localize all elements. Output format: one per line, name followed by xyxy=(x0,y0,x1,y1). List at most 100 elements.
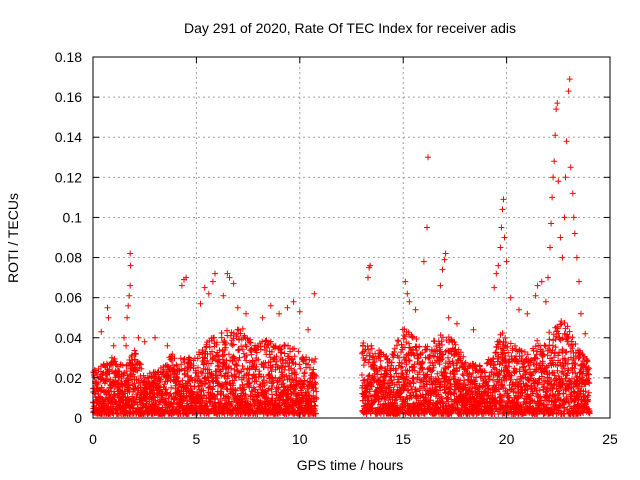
data-point xyxy=(295,348,302,355)
data-point xyxy=(311,290,318,297)
data-point xyxy=(178,282,185,289)
data-point xyxy=(296,308,303,315)
data-point xyxy=(220,292,227,299)
data-point xyxy=(212,395,219,402)
data-point xyxy=(181,371,188,378)
data-point xyxy=(230,280,237,287)
data-point xyxy=(220,392,227,398)
data-point xyxy=(115,377,122,384)
data-point xyxy=(195,373,202,380)
data-point xyxy=(297,365,304,372)
y-tick-label: 0.02 xyxy=(55,370,82,386)
data-point xyxy=(203,341,210,348)
data-point xyxy=(259,314,266,321)
data-point xyxy=(445,354,451,361)
data-point xyxy=(552,344,559,351)
data-point xyxy=(186,378,193,385)
data-point xyxy=(503,258,510,265)
data-point xyxy=(127,282,134,289)
data-point xyxy=(108,354,115,361)
data-point xyxy=(501,234,508,241)
data-point xyxy=(137,384,144,391)
data-point xyxy=(395,338,402,345)
data-point xyxy=(138,365,145,372)
data-point xyxy=(205,290,212,297)
y-tick-label: 0.12 xyxy=(55,169,82,185)
data-point xyxy=(186,354,192,361)
data-point xyxy=(95,379,102,386)
data-point xyxy=(197,300,204,307)
data-point xyxy=(185,410,192,417)
data-point xyxy=(179,377,186,384)
data-point xyxy=(218,372,225,379)
data-point xyxy=(175,378,182,385)
grid xyxy=(93,57,610,418)
data-point xyxy=(439,266,446,273)
x-tick-label: 0 xyxy=(89,431,97,447)
data-point xyxy=(550,342,556,349)
data-point xyxy=(228,340,235,347)
data-point xyxy=(490,377,497,384)
data-point xyxy=(305,326,312,333)
data-point xyxy=(221,351,228,358)
data-point xyxy=(169,351,176,358)
data-point xyxy=(104,304,111,311)
data-point xyxy=(168,384,175,391)
data-point xyxy=(470,326,477,333)
data-point xyxy=(563,138,570,145)
y-tick-label: 0.16 xyxy=(55,89,82,105)
data-point xyxy=(383,353,390,359)
data-point xyxy=(194,355,201,362)
data-point xyxy=(169,403,176,410)
data-point xyxy=(174,375,181,382)
data-point xyxy=(178,361,185,368)
y-tick-label: 0 xyxy=(74,410,82,426)
data-point xyxy=(516,306,522,313)
data-point xyxy=(556,349,563,356)
x-tick-labels: 0 5 10 15 20 25 xyxy=(89,431,618,447)
data-point xyxy=(212,270,218,277)
x-axis-label: GPS time / hours xyxy=(297,457,404,473)
data-point xyxy=(127,262,134,269)
y-tick-label: 0.1 xyxy=(63,209,83,225)
data-point xyxy=(493,270,500,277)
data-point xyxy=(495,262,502,269)
data-point xyxy=(553,106,560,113)
data-point xyxy=(442,250,449,257)
data-point xyxy=(301,369,308,376)
data-point xyxy=(178,366,185,373)
data-point xyxy=(209,386,216,393)
data-point xyxy=(368,342,375,349)
y-tick-label: 0.18 xyxy=(55,49,82,65)
data-point xyxy=(124,314,131,321)
data-point xyxy=(542,298,549,305)
data-point xyxy=(122,390,129,397)
data-point xyxy=(228,372,235,379)
data-points xyxy=(90,76,593,417)
x-tick-label: 15 xyxy=(395,431,411,447)
data-point xyxy=(296,361,303,368)
data-point xyxy=(570,214,577,221)
data-point xyxy=(208,360,214,367)
data-point xyxy=(141,338,148,345)
data-point xyxy=(291,345,298,352)
data-point xyxy=(404,290,411,297)
data-point xyxy=(491,284,498,291)
data-point xyxy=(441,256,448,263)
data-point xyxy=(127,250,134,257)
data-point xyxy=(576,278,582,285)
data-point xyxy=(454,320,460,327)
data-point xyxy=(116,368,123,375)
data-point xyxy=(566,76,573,83)
data-point xyxy=(498,224,505,231)
data-point xyxy=(571,230,578,237)
data-point xyxy=(569,190,576,197)
data-point xyxy=(218,330,225,336)
data-point xyxy=(538,278,545,285)
data-point xyxy=(567,164,574,171)
data-point xyxy=(365,274,371,281)
data-point xyxy=(105,314,112,321)
data-point xyxy=(214,352,221,359)
data-point xyxy=(154,369,161,376)
